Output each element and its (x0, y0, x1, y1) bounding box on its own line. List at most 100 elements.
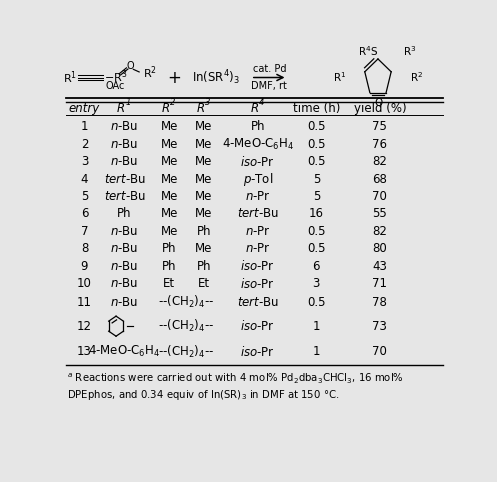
Text: 0.5: 0.5 (307, 138, 326, 151)
Text: R$^3$: R$^3$ (403, 44, 416, 58)
Text: 8: 8 (81, 242, 88, 255)
Text: R$^2$: R$^2$ (410, 70, 423, 84)
Text: yield (%): yield (%) (353, 102, 406, 115)
Text: $\it{tert}$-Bu: $\it{tert}$-Bu (103, 173, 146, 186)
Text: $\mathsf{\text{--}(CH}_2)_4\mathsf{\text{--}}$: $\mathsf{\text{--}(CH}_2)_4\mathsf{\text… (159, 294, 215, 310)
Text: $\it{iso}$-Pr: $\it{iso}$-Pr (241, 345, 275, 359)
Text: $\it{n}$-Pr: $\it{n}$-Pr (245, 225, 271, 238)
Text: 76: 76 (372, 138, 387, 151)
Text: 4: 4 (81, 173, 88, 186)
Text: $\it{iso}$-Pr: $\it{iso}$-Pr (241, 319, 275, 333)
Text: R: R (250, 102, 258, 115)
Text: O: O (375, 98, 383, 108)
Text: 43: 43 (372, 260, 387, 273)
Text: $\it{n}$-Bu: $\it{n}$-Bu (110, 225, 139, 238)
Text: 82: 82 (372, 155, 387, 168)
Text: Me: Me (195, 190, 213, 203)
Text: $-$R$^3$: $-$R$^3$ (104, 68, 128, 85)
Text: 6: 6 (313, 260, 320, 273)
Text: 11: 11 (77, 296, 92, 309)
Text: 0.5: 0.5 (307, 225, 326, 238)
Text: 3: 3 (205, 98, 210, 107)
Text: R$^4$S: R$^4$S (358, 44, 378, 58)
Text: $\mathsf{\text{--}(CH}_2)_4\mathsf{\text{--}}$: $\mathsf{\text{--}(CH}_2)_4\mathsf{\text… (159, 344, 215, 360)
Text: entry: entry (69, 102, 100, 115)
Text: R$^1$: R$^1$ (63, 69, 77, 86)
Text: 71: 71 (372, 277, 387, 290)
Text: R$^2$: R$^2$ (143, 65, 157, 81)
Text: 0.5: 0.5 (307, 155, 326, 168)
Text: $\it{n}$-Bu: $\it{n}$-Bu (110, 155, 139, 168)
Text: R: R (162, 102, 170, 115)
Text: 80: 80 (373, 242, 387, 255)
Text: $\it{tert}$-Bu: $\it{tert}$-Bu (237, 207, 279, 220)
Text: Ph: Ph (117, 207, 132, 220)
Text: Me: Me (195, 155, 213, 168)
Text: Me: Me (195, 242, 213, 255)
Text: Et: Et (163, 277, 175, 290)
Text: DMF, rt: DMF, rt (251, 80, 287, 91)
Text: 55: 55 (373, 207, 387, 220)
Text: OAc: OAc (106, 81, 125, 92)
Text: $\it{n}$-Bu: $\it{n}$-Bu (110, 260, 139, 273)
Text: 0.5: 0.5 (307, 296, 326, 309)
Text: Me: Me (195, 138, 213, 151)
Text: 16: 16 (309, 207, 324, 220)
Text: 12: 12 (77, 320, 92, 333)
Text: 1: 1 (126, 98, 131, 107)
Text: 2: 2 (170, 98, 176, 107)
Text: 82: 82 (372, 225, 387, 238)
Text: 73: 73 (372, 320, 387, 333)
Text: $\it{iso}$-Pr: $\it{iso}$-Pr (241, 277, 275, 291)
Text: Me: Me (195, 173, 213, 186)
Text: $\it{n}$-Bu: $\it{n}$-Bu (110, 296, 139, 309)
Text: 5: 5 (313, 190, 320, 203)
Text: O: O (126, 61, 134, 71)
Text: 4: 4 (259, 98, 264, 107)
Text: $\it{n}$-Bu: $\it{n}$-Bu (110, 277, 139, 290)
Text: 0.5: 0.5 (307, 120, 326, 133)
Text: $\mathsf{\text{--}(CH}_2)_4\mathsf{\text{--}}$: $\mathsf{\text{--}(CH}_2)_4\mathsf{\text… (159, 318, 215, 334)
Text: Me: Me (161, 207, 178, 220)
Text: 3: 3 (313, 277, 320, 290)
Text: 9: 9 (81, 260, 88, 273)
Text: Ph: Ph (162, 242, 176, 255)
Text: $\it{n}$-Bu: $\it{n}$-Bu (110, 242, 139, 255)
Text: Me: Me (161, 173, 178, 186)
Text: $\it{iso}$-Pr: $\it{iso}$-Pr (241, 259, 275, 273)
Text: Me: Me (161, 138, 178, 151)
Text: $\it{tert}$-Bu: $\it{tert}$-Bu (103, 190, 146, 203)
Text: 6: 6 (81, 207, 88, 220)
Text: 10: 10 (77, 277, 92, 290)
Text: Et: Et (198, 277, 210, 290)
Text: 75: 75 (372, 120, 387, 133)
Text: R$^1$: R$^1$ (333, 70, 346, 84)
Text: $\it{n}$-Pr: $\it{n}$-Pr (245, 190, 271, 203)
Text: Me: Me (161, 120, 178, 133)
Text: 5: 5 (81, 190, 88, 203)
Text: +: + (167, 68, 181, 86)
Text: 1: 1 (313, 320, 320, 333)
Text: Ph: Ph (250, 120, 265, 133)
Text: cat. Pd: cat. Pd (252, 64, 286, 74)
Text: time (h): time (h) (293, 102, 340, 115)
Text: 78: 78 (372, 296, 387, 309)
Text: 4-MeO-C$_6$H$_4$: 4-MeO-C$_6$H$_4$ (88, 344, 161, 360)
Text: Me: Me (161, 225, 178, 238)
Text: $\it{n}$-Bu: $\it{n}$-Bu (110, 138, 139, 151)
Text: 0.5: 0.5 (307, 242, 326, 255)
Text: R: R (196, 102, 204, 115)
Text: $\it{n}$-Pr: $\it{n}$-Pr (245, 242, 271, 255)
Text: $\it{n}$-Bu: $\it{n}$-Bu (110, 120, 139, 133)
Text: Me: Me (195, 207, 213, 220)
Text: $\it{iso}$-Pr: $\it{iso}$-Pr (241, 155, 275, 169)
Text: In(SR$^4$)$_3$: In(SR$^4$)$_3$ (192, 68, 240, 87)
Text: 70: 70 (372, 190, 387, 203)
Text: Ph: Ph (197, 260, 211, 273)
Text: Ph: Ph (197, 225, 211, 238)
Text: 70: 70 (372, 345, 387, 358)
Text: 3: 3 (81, 155, 88, 168)
Text: R: R (117, 102, 125, 115)
Text: $\it{p}$-Tol: $\it{p}$-Tol (243, 171, 273, 187)
Text: Me: Me (161, 190, 178, 203)
